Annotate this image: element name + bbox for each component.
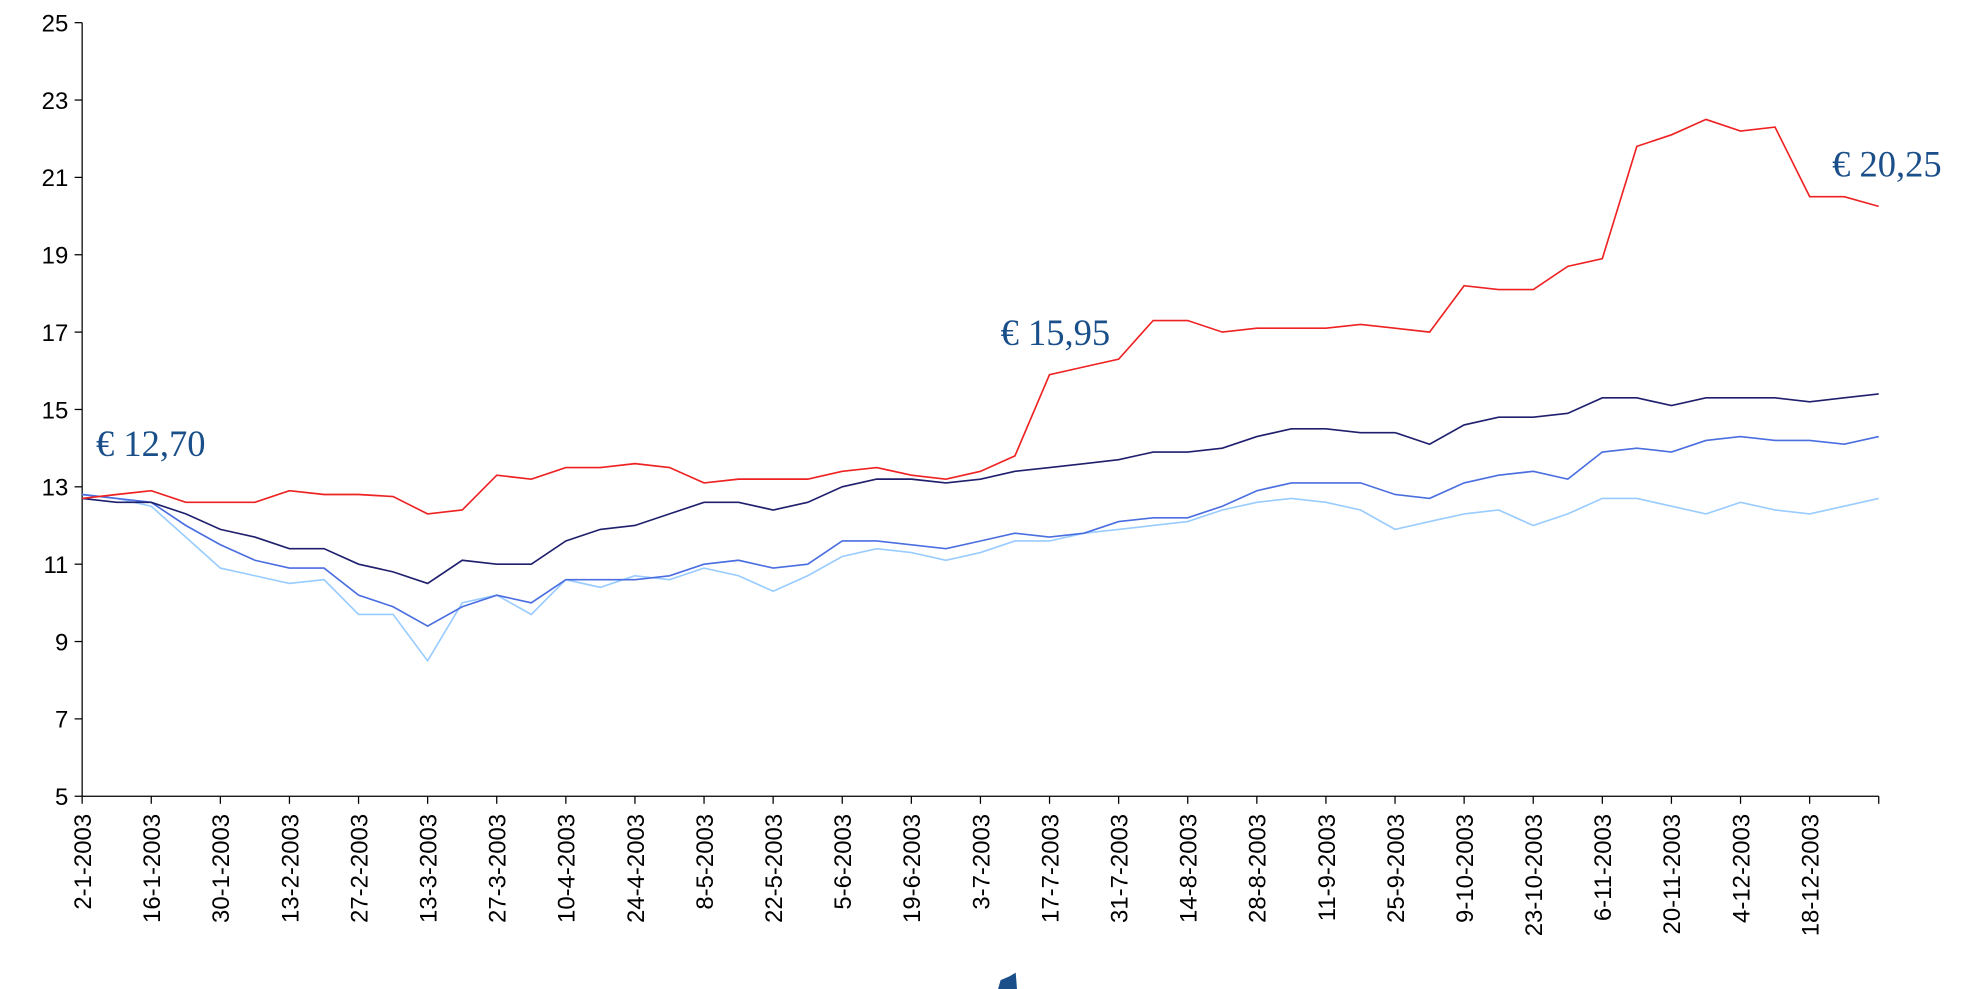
annotation: € 12,70 (96, 423, 206, 464)
y-tick-label: 15 (42, 397, 69, 424)
x-tick-label: 2-1-2003 (70, 814, 97, 910)
x-tick-label: 5-6-2003 (830, 814, 857, 910)
x-tick-label: 31-7-2003 (1106, 814, 1133, 923)
y-tick-label: 19 (42, 243, 69, 270)
annotation: € 15,95 (1001, 312, 1111, 353)
series-line (82, 393, 1879, 585)
x-tick-label: 30-1-2003 (208, 814, 235, 923)
logo-fragment (998, 972, 1017, 989)
series-line (82, 493, 1879, 663)
x-tick-label: 17-7-2003 (1037, 814, 1064, 923)
x-tick-label: 9-10-2003 (1452, 814, 1479, 923)
x-tick-label: 3-7-2003 (968, 814, 995, 910)
x-tick-label: 4-12-2003 (1728, 814, 1755, 923)
x-tick-label: 8-5-2003 (692, 814, 719, 910)
x-tick-label: 13-3-2003 (415, 814, 442, 923)
x-tick-label: 18-12-2003 (1797, 814, 1824, 936)
y-tick-label: 7 (55, 707, 68, 734)
y-tick-label: 17 (42, 320, 69, 347)
x-tick-label: 24-4-2003 (623, 814, 650, 923)
y-tick-label: 5 (55, 784, 68, 811)
y-tick-label: 21 (42, 165, 69, 192)
x-tick-label: 23-10-2003 (1521, 814, 1548, 936)
y-tick-label: 25 (42, 10, 69, 37)
x-tick-label: 16-1-2003 (139, 814, 166, 923)
x-tick-label: 25-9-2003 (1383, 814, 1410, 923)
x-tick-label: 13-2-2003 (277, 814, 304, 923)
x-tick-label: 6-11-2003 (1590, 814, 1617, 921)
annotation: € 20,25 (1832, 143, 1942, 184)
y-tick-label: 9 (55, 629, 68, 656)
x-tick-label: 27-2-2003 (346, 814, 373, 923)
series-line (82, 435, 1879, 627)
x-tick-label: 27-3-2003 (485, 814, 512, 923)
series-line (82, 118, 1879, 515)
y-tick-label: 11 (43, 552, 68, 579)
y-tick-label: 13 (42, 475, 69, 502)
x-tick-label: 22-5-2003 (761, 814, 788, 923)
x-tick-label: 19-6-2003 (899, 814, 926, 923)
x-tick-label: 10-4-2003 (554, 814, 581, 923)
x-tick-label: 14-8-2003 (1176, 814, 1203, 923)
x-tick-label: 20-11-2003 (1659, 814, 1686, 935)
x-tick-label: 28-8-2003 (1245, 814, 1272, 923)
x-tick-label: 11-9-2003 (1314, 814, 1341, 921)
y-tick-label: 23 (42, 88, 69, 115)
